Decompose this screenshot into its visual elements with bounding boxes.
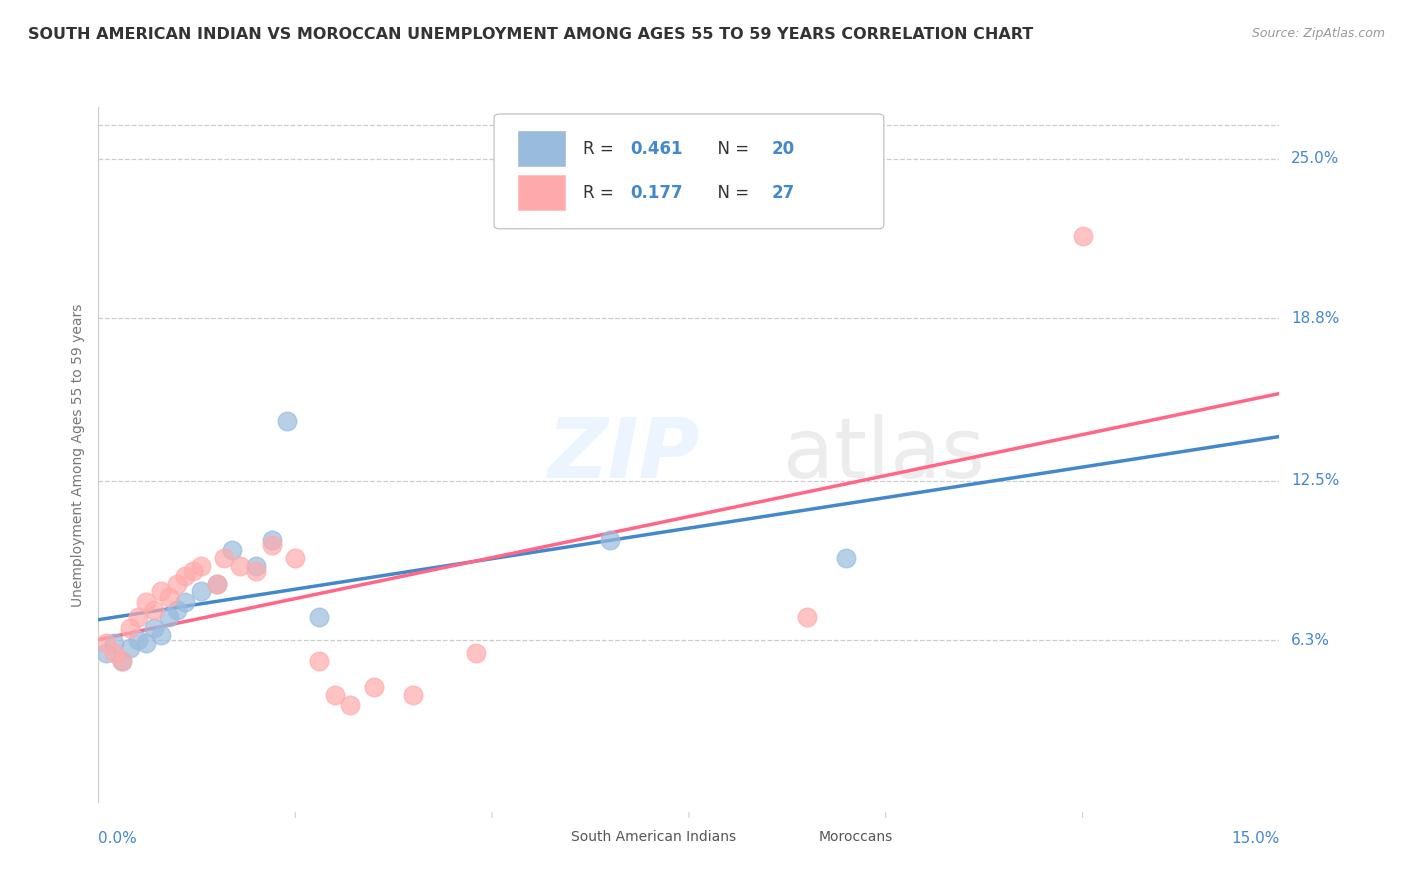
FancyBboxPatch shape — [494, 114, 884, 229]
Text: R =: R = — [582, 140, 619, 158]
Point — [276, 414, 298, 428]
Point — [465, 646, 488, 660]
Point — [221, 543, 243, 558]
Point — [205, 576, 228, 591]
Point — [166, 576, 188, 591]
Text: 12.5%: 12.5% — [1291, 473, 1340, 488]
Point — [181, 564, 204, 578]
Text: 0.177: 0.177 — [630, 184, 682, 202]
Point — [796, 610, 818, 624]
Text: N =: N = — [707, 184, 754, 202]
Text: 20: 20 — [772, 140, 794, 158]
Bar — [783, 826, 810, 848]
Text: South American Indians: South American Indians — [571, 830, 735, 844]
Point — [127, 610, 149, 624]
Point — [118, 621, 141, 635]
Point — [308, 610, 330, 624]
Point — [245, 564, 267, 578]
Point — [157, 610, 180, 624]
Point — [1071, 228, 1094, 243]
Bar — [517, 175, 565, 210]
Text: 0.461: 0.461 — [630, 140, 682, 158]
Text: 27: 27 — [772, 184, 794, 202]
Text: Moroccans: Moroccans — [818, 830, 893, 844]
Text: N =: N = — [707, 140, 754, 158]
Text: Source: ZipAtlas.com: Source: ZipAtlas.com — [1251, 27, 1385, 40]
Point — [205, 576, 228, 591]
Point — [157, 590, 180, 604]
Point — [135, 595, 157, 609]
Bar — [517, 131, 565, 166]
Point — [142, 602, 165, 616]
Point — [111, 654, 134, 668]
Point — [174, 595, 197, 609]
Point — [135, 636, 157, 650]
Point — [323, 688, 346, 702]
Y-axis label: Unemployment Among Ages 55 to 59 years: Unemployment Among Ages 55 to 59 years — [70, 303, 84, 607]
Point — [103, 636, 125, 650]
Text: 18.8%: 18.8% — [1291, 310, 1340, 326]
Text: 6.3%: 6.3% — [1291, 633, 1330, 648]
Point — [363, 680, 385, 694]
Point — [127, 633, 149, 648]
Point — [174, 569, 197, 583]
Point — [835, 551, 858, 566]
Point — [260, 538, 283, 552]
Point — [402, 688, 425, 702]
Point — [118, 641, 141, 656]
Point — [214, 551, 236, 566]
Point — [96, 646, 118, 660]
Point — [190, 558, 212, 573]
Text: atlas: atlas — [783, 415, 986, 495]
Point — [142, 621, 165, 635]
Bar — [536, 826, 561, 848]
Point — [166, 602, 188, 616]
Point — [150, 584, 173, 599]
Point — [308, 654, 330, 668]
Point — [96, 636, 118, 650]
Point — [150, 628, 173, 642]
Text: 0.0%: 0.0% — [98, 830, 138, 846]
Text: SOUTH AMERICAN INDIAN VS MOROCCAN UNEMPLOYMENT AMONG AGES 55 TO 59 YEARS CORRELA: SOUTH AMERICAN INDIAN VS MOROCCAN UNEMPL… — [28, 27, 1033, 42]
Point — [339, 698, 361, 712]
Text: 25.0%: 25.0% — [1291, 151, 1340, 166]
Point — [190, 584, 212, 599]
Text: R =: R = — [582, 184, 619, 202]
Point — [284, 551, 307, 566]
Text: 15.0%: 15.0% — [1232, 830, 1279, 846]
Text: ZIP: ZIP — [547, 415, 700, 495]
Point — [260, 533, 283, 547]
Point — [111, 654, 134, 668]
Point — [103, 646, 125, 660]
Point — [229, 558, 252, 573]
Point — [245, 558, 267, 573]
Point — [599, 533, 621, 547]
